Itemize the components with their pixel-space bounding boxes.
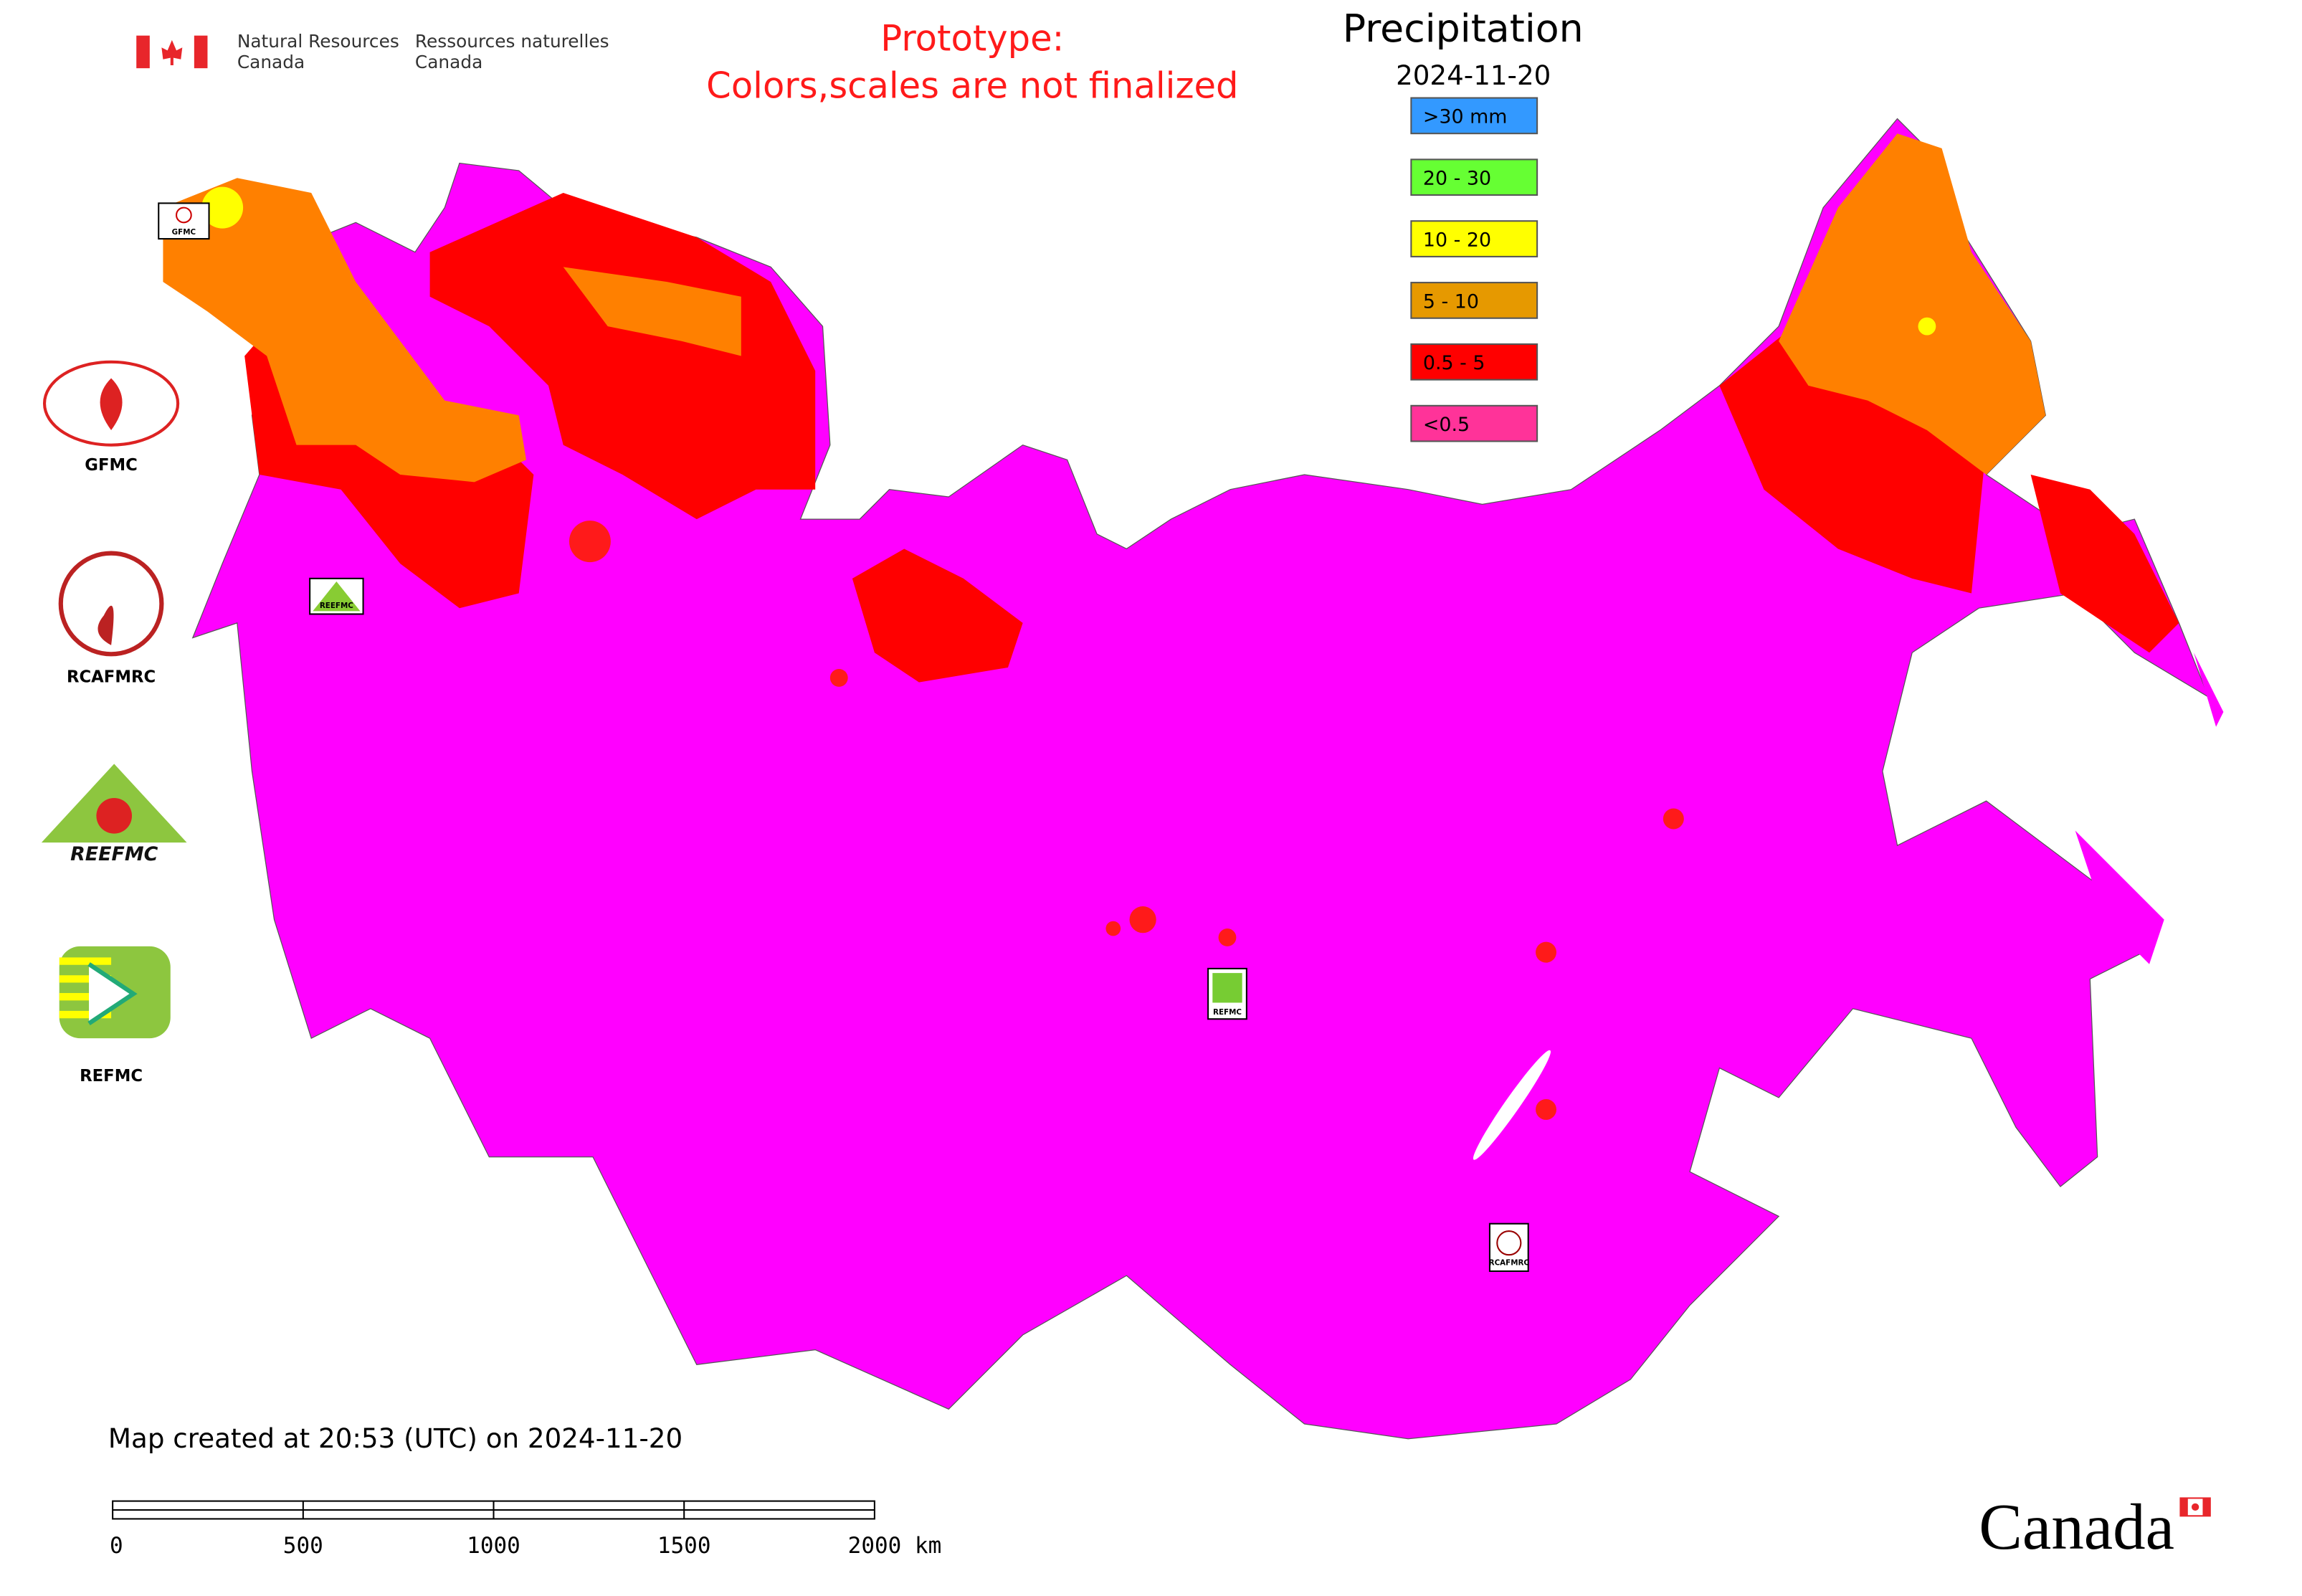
legend-swatch (1410, 158, 1538, 196)
map (163, 118, 2224, 1440)
map-markers: GFMC REEFMC REFMC RCAFMRC (158, 202, 1529, 1272)
wordmark: Canada (1979, 1491, 2174, 1563)
partner-name: GFMC (85, 456, 138, 475)
region-orange (563, 267, 741, 356)
legend-label: 10 - 20 (1423, 229, 1491, 251)
scale-label: 0 (110, 1533, 123, 1559)
legend-label: 0.5 - 5 (1423, 352, 1485, 374)
scale-label: 500 (283, 1533, 323, 1559)
scale-bar (112, 1500, 875, 1520)
scale-label: 1000 (467, 1533, 520, 1559)
partner-name: RCAFMRC (67, 668, 156, 687)
region-red (852, 548, 1023, 683)
agency-en: Canada (237, 52, 305, 72)
legend-swatch (1410, 97, 1538, 135)
marker-label: GFMC (172, 228, 196, 237)
legend-swatch (1410, 404, 1538, 442)
notice: Colors,scales are not finalized (706, 65, 1238, 107)
canada-wordmark: Canada (1979, 1491, 2211, 1563)
scale-label: 1500 (657, 1533, 711, 1559)
partner-name: REEFMC (70, 843, 158, 865)
legend-swatch (1410, 220, 1538, 257)
legend-label: >30 mm (1423, 106, 1508, 128)
partner-name: REFMC (80, 1067, 143, 1086)
region-red (2030, 475, 2179, 653)
partner-logos: GFMC RCAFMRC REEFMC REFMC (41, 360, 187, 1086)
region-orange (1779, 133, 2046, 475)
region-red (429, 192, 816, 520)
legend-swatch (1410, 343, 1538, 381)
created-note: Map created at 20:53 (UTC) on 2024-11-20 (108, 1422, 682, 1454)
legend-label: 20 - 30 (1423, 168, 1491, 190)
marker-label: REFMC (1213, 1008, 1242, 1017)
agency-en: Natural Resources (237, 31, 399, 52)
notice: Prototype: (880, 17, 1064, 59)
legend-label: 5 - 10 (1423, 290, 1479, 313)
legend: Precipitation 2024-11-20 >30 mm 20 - 30 10… (1343, 6, 1584, 442)
region-orange (163, 178, 527, 483)
agency-fr: Ressources naturelles (415, 31, 609, 52)
nrcan-signature: Natural Resources Canada Ressources natu… (136, 31, 609, 72)
marker-label: RCAFMRC (1489, 1259, 1529, 1268)
legend-label: <0.5 (1423, 414, 1470, 436)
marker-label: REEFMC (320, 602, 353, 610)
scale-label: 2000 km (848, 1533, 942, 1559)
agency-fr: Canada (415, 52, 482, 72)
legend-date: 2024-11-20 (1396, 60, 1551, 91)
legend-swatch (1410, 282, 1538, 319)
scale-labels: 0 500 1000 1500 2000 km (110, 1533, 941, 1559)
legend-title: Precipitation (1343, 6, 1584, 51)
